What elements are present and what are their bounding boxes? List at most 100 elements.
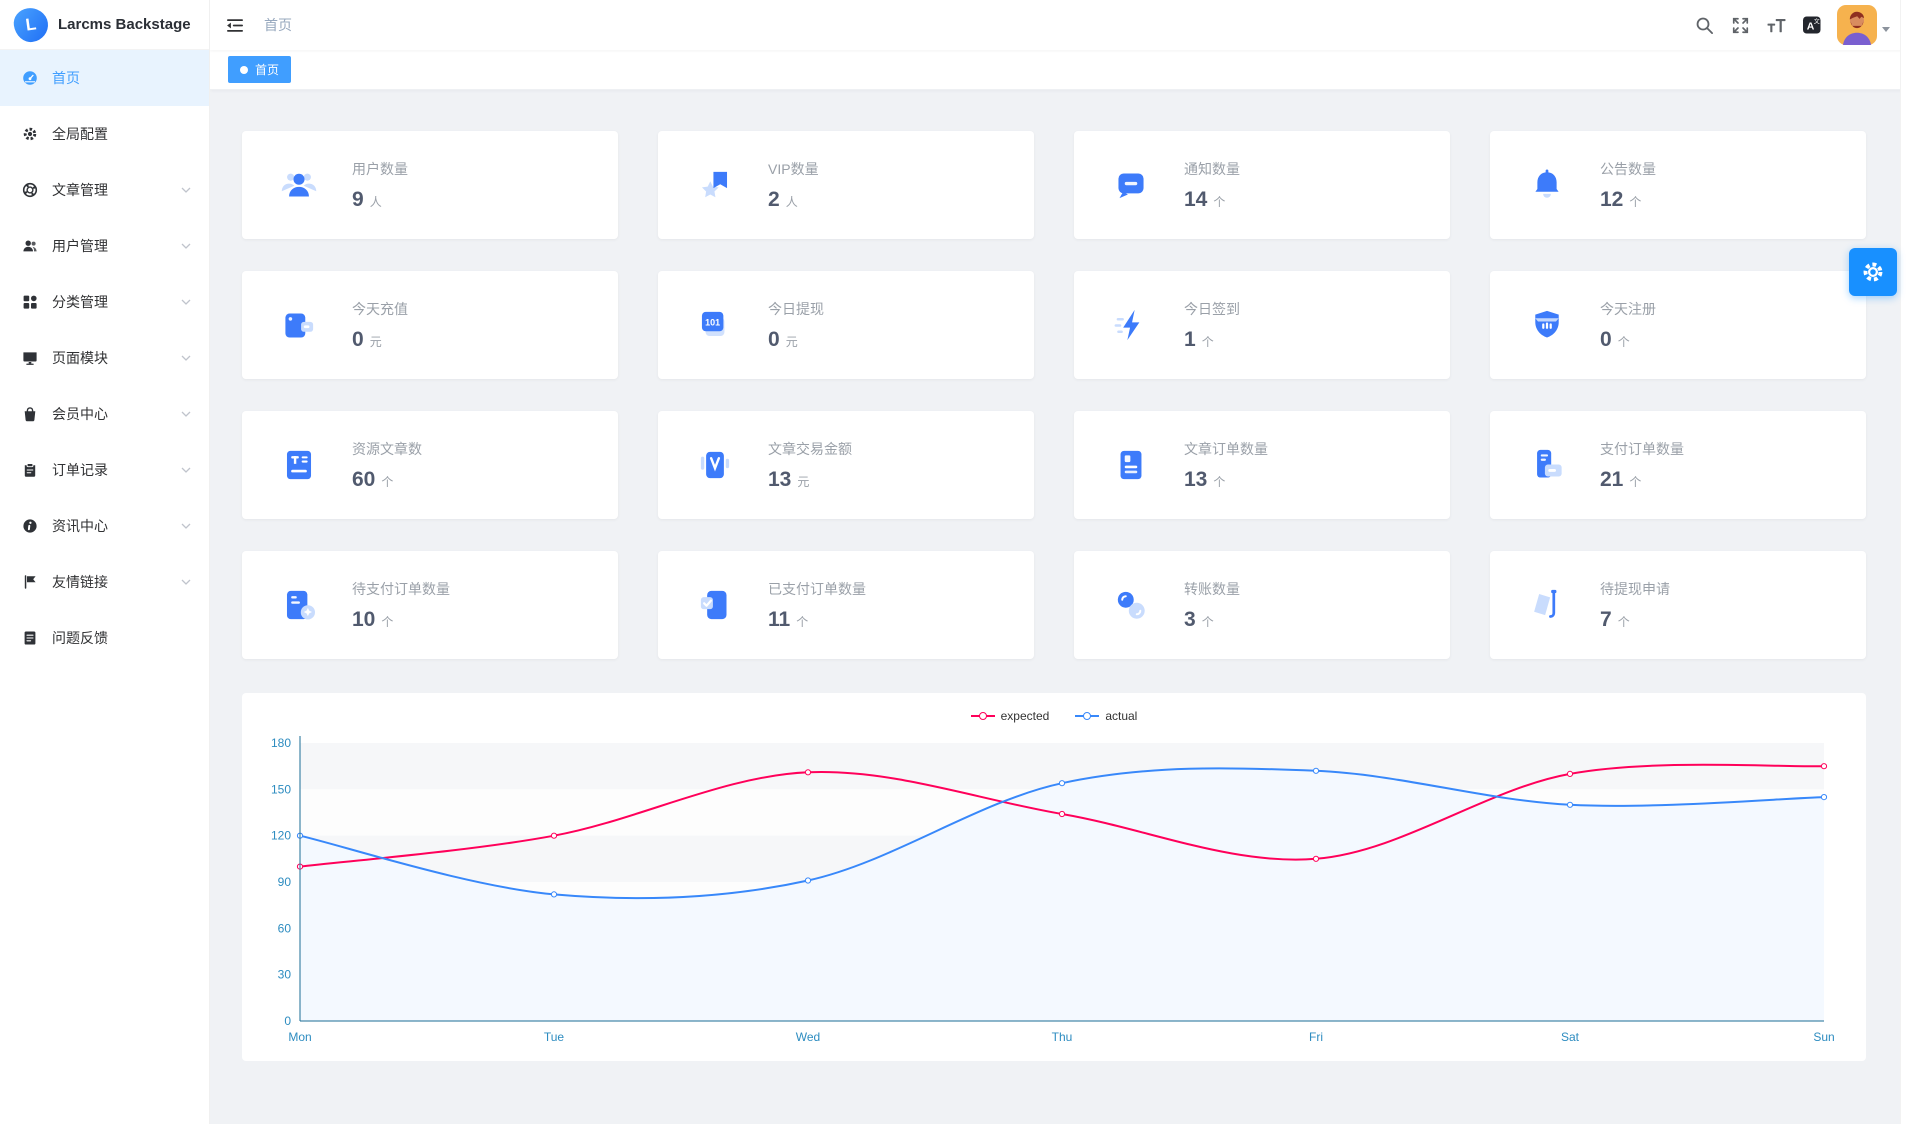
stat-card-today-withdraw[interactable]: 101 今日提现 0 元 [658, 271, 1034, 379]
transfer-icon [1108, 582, 1154, 628]
stat-card-info: 支付订单数量 21 个 [1600, 439, 1684, 492]
stat-card-info: 资源文章数 60 个 [352, 439, 422, 492]
stat-card-unit: 元 [369, 334, 382, 349]
stat-card-label: 通知数量 [1184, 160, 1240, 177]
stat-card-unit: 个 [796, 614, 809, 629]
sidebar-collapse-button[interactable] [210, 0, 260, 50]
sidebar-item-friend-links[interactable]: 友情链接 [0, 554, 209, 610]
stat-card-label: 今天充值 [352, 300, 408, 317]
chevron-down-icon [181, 579, 191, 585]
stat-card-info: 文章订单数量 13 个 [1184, 439, 1268, 492]
stat-card-info: 转账数量 3 个 [1184, 579, 1240, 632]
vip-star-icon [692, 162, 738, 208]
stat-card-label: 今日签到 [1184, 300, 1240, 317]
sidebar-item-news-center[interactable]: 资讯中心 [0, 498, 209, 554]
fullscreen-button[interactable] [1729, 14, 1751, 36]
chevron-down-icon [181, 187, 191, 193]
stat-card-label: 文章订单数量 [1184, 440, 1268, 457]
svg-text:30: 30 [278, 968, 292, 982]
stat-card-announcement-count[interactable]: 公告数量 12 个 [1490, 131, 1866, 239]
gear-icon [22, 126, 38, 142]
users-group-icon [276, 162, 322, 208]
stat-card-resource-article-count[interactable]: 资源文章数 60 个 [242, 411, 618, 519]
stat-card-user-count[interactable]: 用户数量 9 人 [242, 131, 618, 239]
stat-card-info: 今日签到 1 个 [1184, 299, 1240, 352]
svg-text:Sun: Sun [1813, 1030, 1834, 1044]
stat-card-paid-order-count[interactable]: 已支付订单数量 11 个 [658, 551, 1034, 659]
svg-text:180: 180 [271, 736, 291, 750]
stat-card-pay-order-count[interactable]: 支付订单数量 21 个 [1490, 411, 1866, 519]
font-size-button[interactable] [1765, 14, 1787, 36]
wallet-icon [276, 302, 322, 348]
bag-icon [22, 406, 38, 422]
stat-card-article-order-count[interactable]: 文章订单数量 13 个 [1074, 411, 1450, 519]
binary-icon: 101 [692, 302, 738, 348]
stat-card-info: 公告数量 12 个 [1600, 159, 1656, 212]
sidebar-item-feedback[interactable]: 问题反馈 [0, 610, 209, 666]
flag-icon [22, 574, 38, 590]
search-button[interactable] [1693, 14, 1715, 36]
stat-card-pending-withdraw-request[interactable]: 待提现申请 7 个 [1490, 551, 1866, 659]
stat-card-unpaid-order-count[interactable]: 待支付订单数量 10 个 [242, 551, 618, 659]
legend-item-expected[interactable]: expected [970, 709, 1050, 723]
grid-icon [22, 294, 38, 310]
chevron-down-icon [181, 523, 191, 529]
stat-card-unit: 元 [785, 334, 798, 349]
sidebar-item-label: 分类管理 [52, 294, 108, 310]
stat-card-today-register[interactable]: 今天注册 0 个 [1490, 271, 1866, 379]
stat-card-info: 文章交易金额 13 元 [768, 439, 852, 492]
settings-fab-button[interactable] [1849, 248, 1897, 296]
chevron-down-icon [181, 355, 191, 361]
memo-icon [22, 630, 38, 646]
sidebar-item-order-record[interactable]: 订单记录 [0, 442, 209, 498]
doc-pending-icon [276, 582, 322, 628]
legend-item-actual[interactable]: actual [1075, 709, 1137, 723]
sidebar-item-home[interactable]: 首页 [0, 50, 209, 106]
legend-marker-icon [1075, 712, 1100, 720]
stat-card-vip-count[interactable]: VIP数量 2 人 [658, 131, 1034, 239]
page-scrollbar[interactable] [1900, 0, 1920, 1124]
stat-card-unit: 个 [1201, 334, 1214, 349]
sidebar-item-page-module[interactable]: 页面模块 [0, 330, 209, 386]
sidebar-item-member-center[interactable]: 会员中心 [0, 386, 209, 442]
svg-text:Wed: Wed [796, 1030, 820, 1044]
users-icon [22, 238, 38, 254]
svg-text:Tue: Tue [544, 1030, 565, 1044]
logo-row[interactable]: L Larcms Backstage [0, 0, 209, 50]
svg-text:Mon: Mon [288, 1030, 311, 1044]
font-size-icon [1767, 16, 1786, 35]
sidebar-item-label: 资讯中心 [52, 518, 108, 534]
stat-card-value: 14 个 [1184, 187, 1226, 211]
stat-card-notice-count[interactable]: 通知数量 14 个 [1074, 131, 1450, 239]
svg-text:A: A [1807, 21, 1815, 33]
sidebar-item-global-config[interactable]: 全局配置 [0, 106, 209, 162]
compass-icon [22, 182, 38, 198]
stat-card-article-trade-amount[interactable]: 文章交易金额 13 元 [658, 411, 1034, 519]
stat-card-unit: 个 [1201, 614, 1214, 629]
sidebar-item-category-manage[interactable]: 分类管理 [0, 274, 209, 330]
stat-card-label: 转账数量 [1184, 580, 1240, 597]
stat-card-label: 今天注册 [1600, 300, 1656, 317]
stat-card-label: 已支付订单数量 [768, 580, 866, 597]
user-menu[interactable] [1837, 5, 1890, 45]
tab-home[interactable]: 首页 [228, 56, 292, 83]
stat-card-unit: 个 [1617, 334, 1630, 349]
info-icon [22, 518, 38, 534]
stat-card-label: 文章交易金额 [768, 440, 852, 457]
sidebar-item-user-manage[interactable]: 用户管理 [0, 218, 209, 274]
stat-card-value: 13 个 [1184, 467, 1226, 491]
bolt-icon [1108, 302, 1154, 348]
stat-card-transfer-count[interactable]: 转账数量 3 个 [1074, 551, 1450, 659]
stat-card-today-recharge[interactable]: 今天充值 0 元 [242, 271, 618, 379]
stat-card-today-checkin[interactable]: 今日签到 1 个 [1074, 271, 1450, 379]
legend-label: expected [1000, 709, 1050, 723]
chevron-down-icon [181, 467, 191, 473]
sidebar-item-article-manage[interactable]: 文章管理 [0, 162, 209, 218]
stat-card-info: 今天注册 0 个 [1600, 299, 1656, 352]
stat-card-unit: 人 [785, 194, 798, 209]
svg-text:60: 60 [278, 921, 292, 935]
